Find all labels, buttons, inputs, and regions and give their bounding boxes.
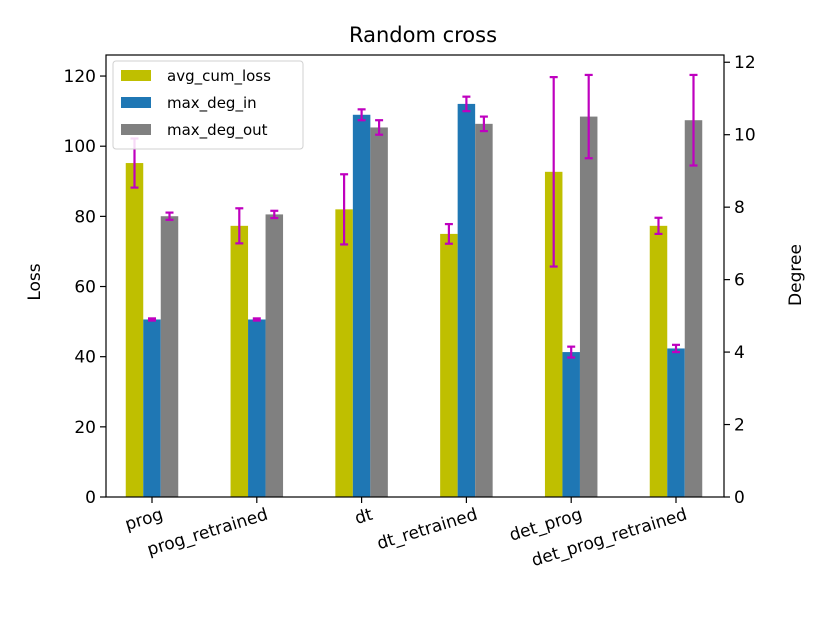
bar-max_deg_out-prog	[160, 216, 179, 497]
bar-max_deg_out-prog_retrained	[265, 214, 284, 497]
y-tick-label-right-12: 12	[734, 53, 756, 73]
x-tick-label-dt_retrained: dt_retrained	[375, 505, 480, 554]
y-tick-label-left-20: 20	[74, 418, 96, 438]
chart-title: Random cross	[349, 23, 497, 47]
bar-avg_cum_loss-dt_retrained	[440, 233, 458, 497]
y-axis-label-right: Degree	[786, 244, 806, 306]
bar-max_deg_out-det_prog	[579, 116, 598, 498]
legend-swatch-avg_cum_loss	[121, 70, 151, 81]
bar-avg_cum_loss-det_prog	[544, 171, 563, 498]
legend: avg_cum_loss max_deg_in max_deg_out	[112, 60, 304, 150]
legend-swatch-max_deg_in	[121, 97, 151, 108]
legend-swatch-max_deg_out	[121, 124, 151, 135]
y-axis-label-left: Loss	[25, 263, 45, 300]
plot-frame	[105, 54, 725, 498]
y-tick-label-left-40: 40	[74, 348, 96, 368]
bar-max_deg_in-dt_retrained	[457, 103, 476, 497]
bar-max_deg_out-det_prog_retrained	[684, 120, 703, 498]
bar-avg_cum_loss-prog_retrained	[230, 225, 249, 498]
bar-max_deg_in-dt	[352, 114, 371, 497]
y-tick-label-right-10: 10	[734, 126, 756, 146]
bar-avg_cum_loss-prog	[125, 163, 144, 498]
x-tick-label-prog_retrained: prog_retrained	[145, 505, 270, 561]
legend-frame	[112, 60, 304, 150]
bar-max_deg_in-det_prog	[562, 352, 580, 497]
legend-label-max_deg_out: max_deg_out	[167, 121, 268, 140]
y-tick-label-left-80: 80	[74, 207, 96, 227]
y-tick-label-left-120: 120	[64, 67, 96, 87]
bar-avg_cum_loss-det_prog_retrained	[649, 225, 668, 498]
bar-max_deg_in-prog_retrained	[248, 319, 266, 497]
bar-max_deg_out-dt_retrained	[475, 123, 493, 498]
bar-avg_cum_loss-dt	[335, 209, 353, 497]
y-tick-label-left-100: 100	[64, 137, 96, 157]
error-bars-layer	[130, 73, 698, 359]
bars-layer	[125, 103, 703, 498]
x-tick-label-prog: prog	[123, 505, 166, 535]
y-tick-label-left-60: 60	[74, 278, 96, 298]
x-tick-label-dt: dt	[353, 505, 376, 529]
bar-max_deg_in-prog	[143, 319, 161, 497]
bar-max_deg_in-det_prog_retrained	[667, 348, 685, 497]
y-tick-label-right-2: 2	[734, 416, 745, 436]
y-tick-label-right-0: 0	[734, 488, 745, 508]
y-tick-label-left-0: 0	[85, 488, 96, 508]
legend-label-avg_cum_loss: avg_cum_loss	[167, 67, 271, 86]
y-tick-label-right-4: 4	[734, 343, 745, 363]
legend-label-max_deg_in: max_deg_in	[167, 94, 257, 113]
bar-max_deg_out-dt	[370, 127, 388, 497]
y-tick-label-right-6: 6	[734, 271, 745, 291]
y-tick-label-right-8: 8	[734, 198, 745, 218]
